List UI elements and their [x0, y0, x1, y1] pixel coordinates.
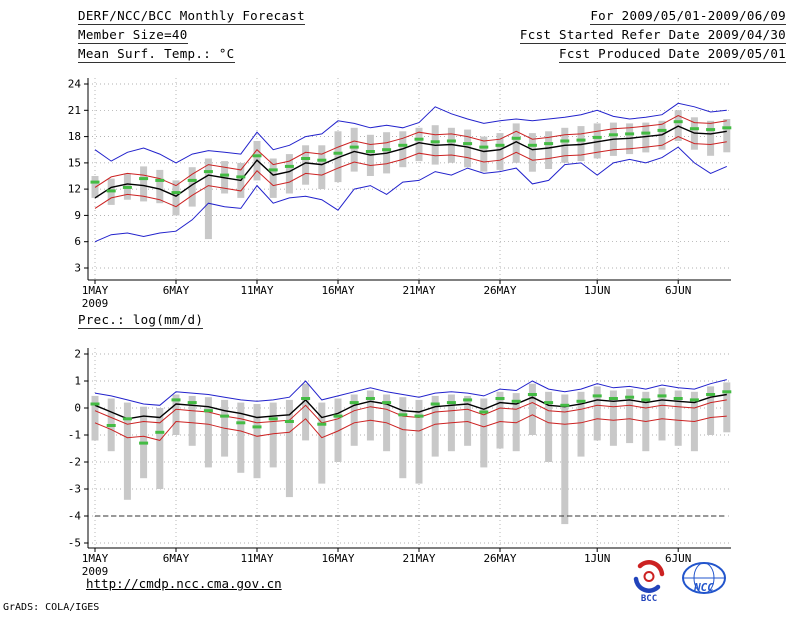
- svg-text:26MAY: 26MAY: [483, 552, 516, 565]
- svg-text:21: 21: [68, 104, 81, 117]
- svg-text:2009: 2009: [82, 565, 109, 578]
- svg-text:6JUN: 6JUN: [665, 552, 692, 565]
- svg-text:26MAY: 26MAY: [483, 284, 516, 297]
- svg-text:6JUN: 6JUN: [665, 284, 692, 297]
- precip-section-label: Prec.: log(mm/d): [78, 312, 204, 329]
- svg-text:16MAY: 16MAY: [321, 552, 354, 565]
- svg-text:1: 1: [74, 375, 81, 388]
- bcc-logo-icon: BCC: [633, 560, 665, 604]
- temperature-section-label: Mean Surf. Temp.: °C: [78, 46, 235, 63]
- svg-text:6: 6: [74, 235, 81, 248]
- svg-text:-3: -3: [68, 483, 81, 496]
- svg-text:1JUN: 1JUN: [584, 552, 611, 565]
- svg-text:2009: 2009: [82, 297, 109, 310]
- refer-date-label: Fcst Started Refer Date 2009/04/30: [519, 27, 786, 44]
- svg-text:6MAY: 6MAY: [163, 552, 190, 565]
- svg-text:1JUN: 1JUN: [584, 284, 611, 297]
- source-url-link[interactable]: http://cmdp.ncc.cma.gov.cn: [86, 576, 282, 591]
- logos: BCC NCC: [630, 560, 728, 604]
- svg-text:0: 0: [74, 402, 81, 415]
- svg-text:16MAY: 16MAY: [321, 284, 354, 297]
- ncc-logo-text: NCC: [693, 581, 714, 594]
- forecast-range-label: For 2009/05/01-2009/06/09: [590, 8, 786, 25]
- ncc-logo-icon: NCC: [682, 562, 726, 594]
- svg-text:12: 12: [68, 183, 81, 196]
- temperature-chart: 3 6 9 12 15 18 21 24 1MAY 6MAY 11MAY 16MAY 21MAY 26MA…: [68, 78, 732, 310]
- produced-date-label: Fcst Produced Date 2009/05/01: [559, 46, 786, 63]
- page-title: DERF/NCC/BCC Monthly Forecast: [78, 8, 305, 25]
- svg-text:1MAY: 1MAY: [82, 284, 109, 297]
- svg-text:-1: -1: [68, 429, 81, 442]
- svg-text:24: 24: [68, 78, 82, 91]
- svg-text:15: 15: [68, 156, 81, 169]
- svg-text:6MAY: 6MAY: [163, 284, 190, 297]
- member-size-label: Member Size=40: [78, 27, 188, 44]
- bcc-logo-text: BCC: [641, 594, 657, 604]
- svg-text:-5: -5: [68, 537, 81, 550]
- svg-text:18: 18: [68, 130, 81, 143]
- svg-text:11MAY: 11MAY: [240, 552, 273, 565]
- svg-text:-4: -4: [68, 510, 82, 523]
- grads-credit: GrADS: COLA/IGES: [3, 602, 100, 613]
- svg-text:21MAY: 21MAY: [402, 552, 435, 565]
- svg-text:11MAY: 11MAY: [240, 284, 273, 297]
- svg-text:3: 3: [74, 262, 81, 275]
- svg-text:21MAY: 21MAY: [402, 284, 435, 297]
- svg-text:-2: -2: [68, 456, 81, 469]
- svg-text:1MAY: 1MAY: [82, 552, 109, 565]
- svg-text:9: 9: [74, 209, 81, 222]
- svg-text:2: 2: [74, 348, 81, 361]
